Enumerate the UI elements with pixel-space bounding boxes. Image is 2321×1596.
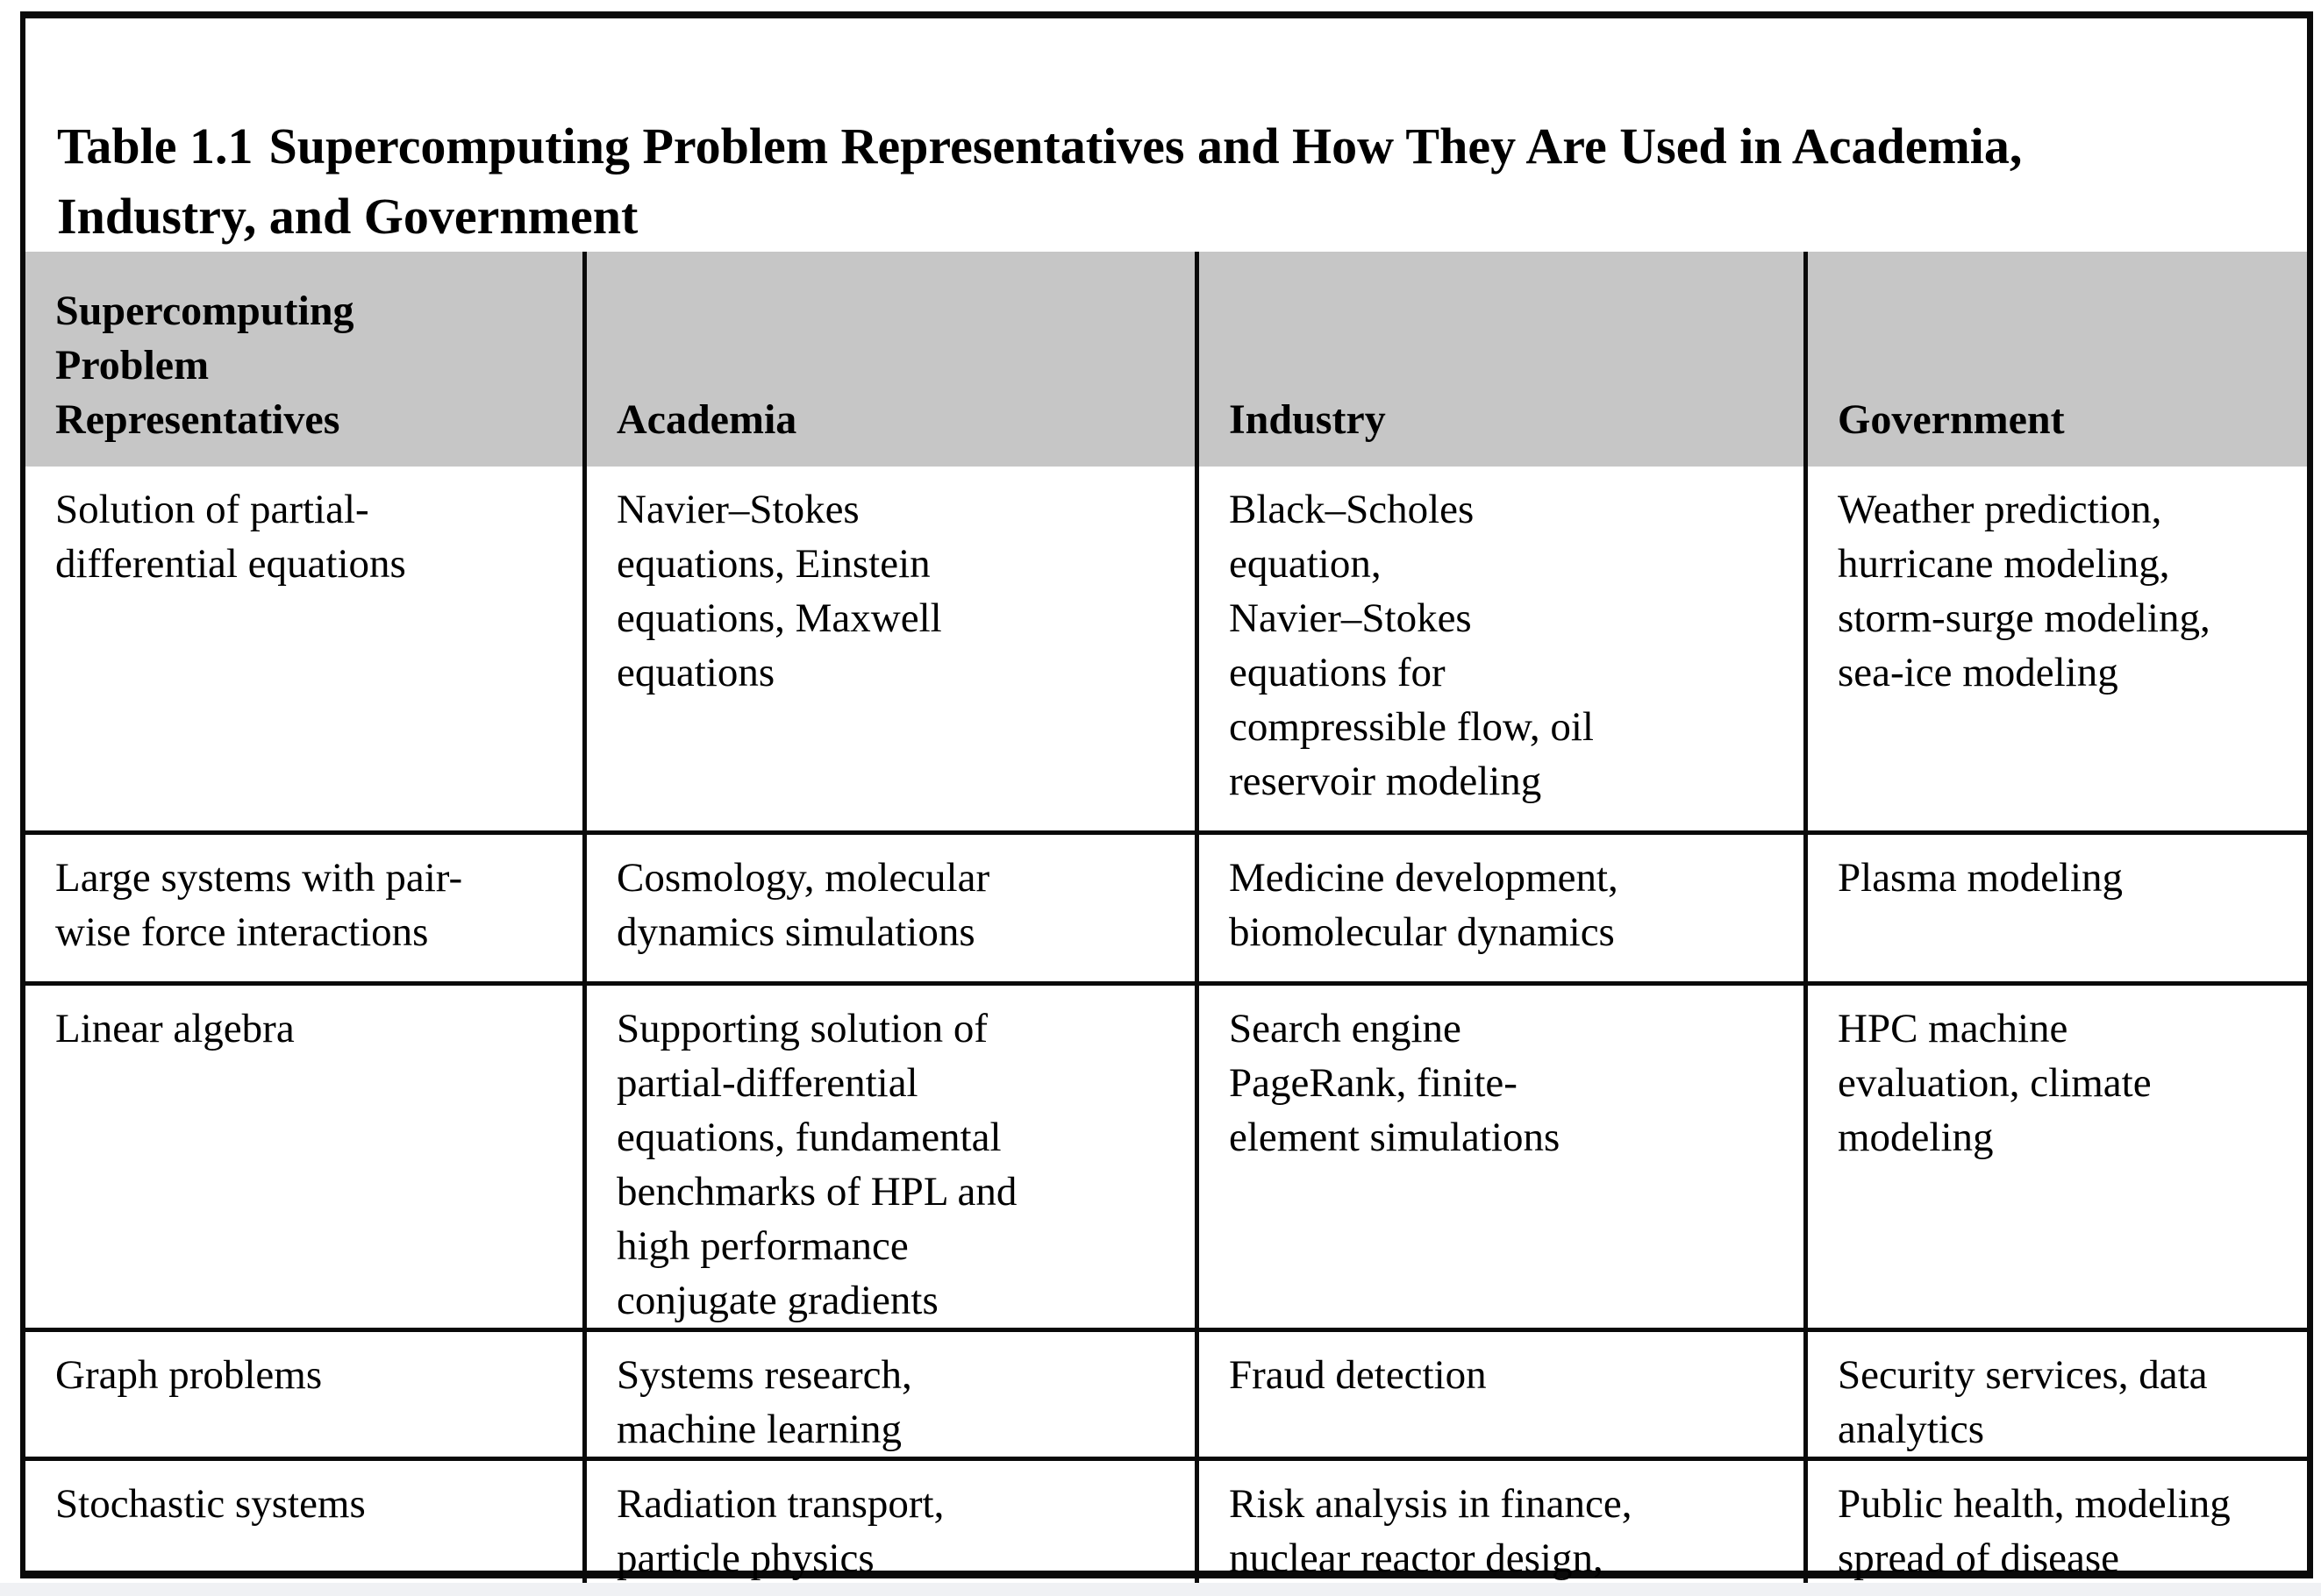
cell-industry: Fraud detection [1195,1332,1803,1457]
cell-academia: Systems research, machine learning [582,1332,1195,1457]
cell-academia: Radiation transport, particle physics [582,1461,1195,1596]
cell-industry: Black–Scholes equation, Navier–Stokes eq… [1195,467,1803,830]
table-row-graph-problems: Graph problems Systems research, machine… [25,1328,2307,1457]
column-header-industry: Industry [1195,252,1803,467]
column-header-government: Government [1803,252,2307,467]
table-row-linear-algebra: Linear algebra Supporting solution of pa… [25,981,2307,1328]
cell-government: Plasma modeling [1803,835,2307,981]
cell-industry: Search engine PageRank, finite- element … [1195,986,1803,1328]
cell-problem: Stochastic systems [55,1481,366,1527]
cell-problem: Linear algebra [55,1006,295,1051]
cell-problem: Graph problems [55,1352,323,1398]
table-row-pde: Solution of partial- differential equati… [25,467,2307,830]
cell-industry: Medicine development, biomolecular dynam… [1195,835,1803,981]
cell-government: HPC machine evaluation, climate modeling [1803,986,2307,1328]
cell-academia: Navier–Stokes equations, Einstein equati… [582,467,1195,830]
table-number: Table 1.1 [57,118,254,175]
cell-academia: Supporting solution of partial-different… [582,986,1195,1328]
column-header-academia: Academia [582,252,1195,467]
cell-industry: Risk analysis in finance, nuclear reacto… [1195,1461,1803,1596]
table-row-stochastic-systems: Stochastic systems Radiation transport, … [25,1457,2307,1596]
cell-government: Public health, modeling spread of diseas… [1803,1461,2307,1596]
table-title: Supercomputing Problem Representatives a… [57,118,2023,245]
cell-problem: Solution of partial- differential equati… [55,487,406,587]
column-header-problem-representatives: Supercomputing Problem Representatives [55,288,354,443]
page-edge-strip [0,1583,2321,1596]
table-row-pairwise-forces: Large systems with pair- wise force inte… [25,830,2307,981]
cell-academia: Cosmology, molecular dynamics simulation… [582,835,1195,981]
cell-problem: Large systems with pair- wise force inte… [55,855,463,955]
cell-government: Security services, data analytics [1803,1332,2307,1457]
table-caption: Table 1.1 Supercomputing Problem Represen… [25,18,2307,252]
table-header-row: Supercomputing Problem Representatives A… [25,252,2307,467]
cell-government: Weather prediction, hurricane modeling, … [1803,467,2307,830]
table-1-1: Table 1.1 Supercomputing Problem Represen… [20,11,2313,1596]
